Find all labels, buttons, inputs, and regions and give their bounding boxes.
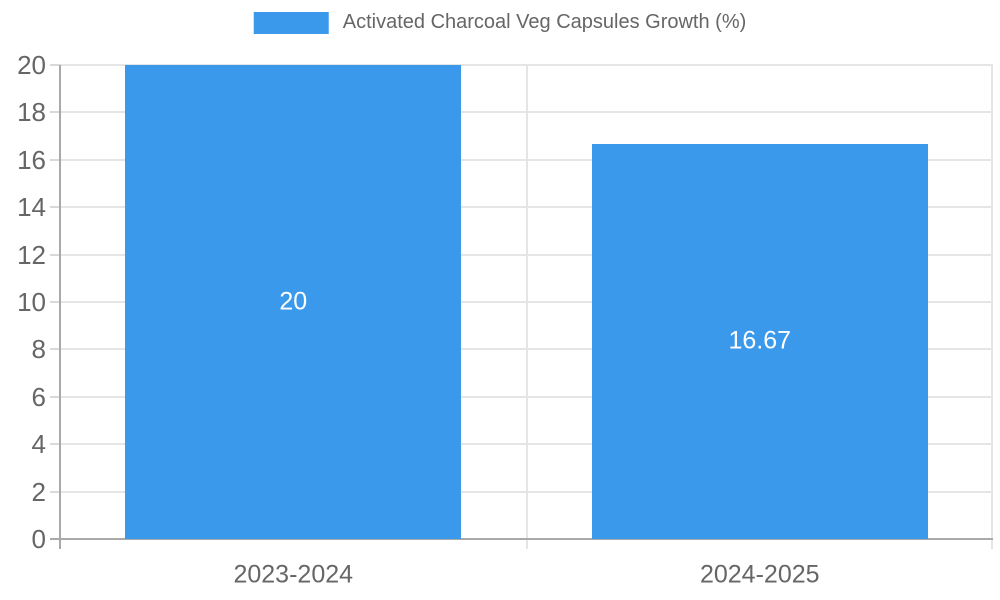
- gridline-vertical: [526, 65, 528, 549]
- y-axis-tick: [50, 301, 60, 303]
- y-axis-tick-label: 4: [31, 429, 46, 460]
- bar-2023-2024: [125, 65, 461, 539]
- y-axis-tick: [50, 443, 60, 446]
- y-axis-tick-label: 6: [31, 381, 46, 412]
- y-axis-tick: [50, 158, 60, 161]
- y-axis-tick-label: 8: [31, 334, 46, 365]
- y-axis-tick: [50, 395, 60, 398]
- y-axis-tick-label: 18: [17, 97, 46, 128]
- x-axis-category-label: 2024-2025: [699, 560, 820, 589]
- y-axis-tick: [50, 253, 60, 256]
- legend-label: Activated Charcoal Veg Capsules Growth (…: [342, 11, 747, 33]
- y-axis-tick-label: 16: [17, 144, 46, 175]
- y-axis-tick: [50, 64, 60, 66]
- y-axis-tick: [50, 490, 60, 493]
- gridline-vertical: [991, 65, 993, 549]
- bar-value-label: 20: [279, 287, 308, 316]
- legend-swatch-icon: [253, 11, 329, 34]
- y-axis-tick-label: 0: [31, 524, 46, 554]
- plot-area: 0 2 4 6 8 10 12 14 16 18 20 20 16.67 2023-2024 2024-20…: [17, 52, 993, 587]
- y-axis-tick: [50, 206, 60, 209]
- bar-value-label: 16.67: [728, 326, 792, 355]
- y-axis-tick-label: 20: [17, 50, 46, 80]
- x-axis-line: [50, 538, 993, 540]
- bar-2024-2025: [592, 143, 928, 539]
- legend-item[interactable]: Activated Charcoal Veg Capsules Growth (…: [253, 11, 747, 34]
- y-axis-tick-label: 14: [17, 192, 46, 223]
- x-axis-category-label: 2023-2024: [233, 560, 354, 589]
- y-axis-line: [59, 65, 61, 549]
- y-axis-tick-label: 2: [31, 476, 46, 507]
- y-axis-tick: [50, 348, 60, 351]
- y-axis-tick: [50, 111, 60, 114]
- y-axis-tick-label: 12: [17, 239, 46, 270]
- y-axis-tick-label: 10: [17, 287, 46, 317]
